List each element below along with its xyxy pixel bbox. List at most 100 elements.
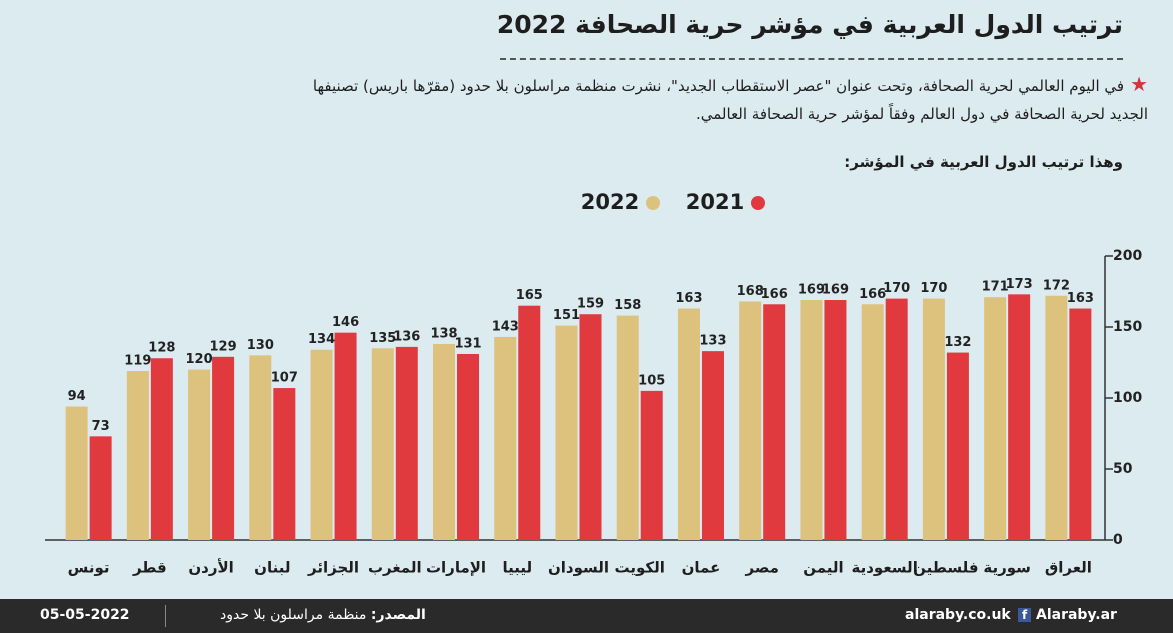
value-label: 146	[332, 315, 359, 330]
value-label: 169	[798, 283, 825, 298]
bar	[739, 301, 762, 540]
site: alaraby.co.uk	[905, 607, 1011, 623]
bar	[701, 351, 724, 540]
value-label: 136	[393, 329, 420, 344]
value-label: 151	[553, 308, 580, 323]
x-tick-label: مصر	[745, 559, 779, 577]
value-label: 138	[430, 327, 457, 342]
bar	[824, 300, 847, 540]
value-label: 173	[1006, 277, 1033, 292]
x-tick-label: الجزائر	[307, 559, 359, 577]
bar	[984, 297, 1007, 540]
bar	[861, 304, 884, 540]
bar	[1045, 295, 1068, 540]
x-tick-label: المغرب	[368, 559, 422, 577]
value-label: 119	[124, 354, 151, 369]
bar	[677, 308, 700, 540]
legend-label: 2021	[686, 190, 744, 214]
bar	[1008, 294, 1031, 540]
x-tick-label: السعودية	[852, 559, 918, 577]
bar	[800, 300, 823, 540]
value-label: 143	[492, 319, 519, 334]
x-tick-label: اليمن	[803, 559, 843, 577]
x-tick-label: السودان	[548, 559, 609, 577]
bar	[371, 348, 394, 540]
value-label: 128	[148, 341, 175, 356]
x-tick-label: تونس	[68, 559, 110, 577]
value-label: 171	[982, 280, 1009, 295]
x-tick-label: ليبيا	[502, 559, 532, 577]
value-label: 131	[454, 336, 481, 351]
value-label: 94	[68, 389, 86, 404]
x-tick-label: عمان	[682, 559, 721, 577]
value-label: 169	[822, 283, 849, 298]
y-tick-label: 100	[1113, 390, 1142, 406]
bar	[310, 349, 333, 540]
value-label: 73	[92, 419, 110, 434]
value-label: 166	[761, 287, 788, 302]
bar	[763, 304, 786, 540]
x-tick-label: سورية	[983, 559, 1031, 577]
value-label: 163	[1067, 291, 1094, 306]
y-tick-label: 50	[1113, 461, 1133, 477]
x-tick-label: فلسطين	[913, 559, 978, 577]
intro: وهذا ترتيب الدول العربية في المؤشر:	[844, 153, 1123, 171]
bar	[65, 406, 88, 540]
value-label: 159	[577, 297, 604, 312]
value-label: 170	[883, 281, 910, 296]
source-text: منظمة مراسلون بلا حدود	[220, 607, 367, 623]
social: Alaraby.ar	[1036, 607, 1117, 623]
x-tick-label: الإمارات	[426, 559, 486, 577]
bar	[126, 371, 149, 540]
bar	[273, 388, 296, 540]
description-text: في اليوم العالمي لحرية الصحافة، وتحت عنو…	[312, 77, 1148, 123]
bar	[188, 369, 211, 540]
legend-label: 2022	[581, 190, 639, 214]
value-label: 172	[1043, 278, 1070, 293]
x-tick-label: العراق	[1045, 559, 1092, 577]
value-label: 133	[699, 334, 726, 349]
value-label: 163	[675, 291, 702, 306]
divider	[500, 58, 1123, 60]
star-icon: ★	[1130, 72, 1148, 96]
bar	[249, 355, 272, 540]
bar	[946, 352, 969, 540]
description: ★في اليوم العالمي لحرية الصحافة، وتحت عن…	[278, 70, 1148, 128]
facebook-icon: f	[1018, 608, 1032, 622]
legend-dot	[646, 196, 660, 210]
bar	[885, 298, 908, 540]
bar	[212, 356, 235, 540]
bar	[922, 298, 945, 540]
y-tick-label: 200	[1113, 248, 1142, 264]
value-label: 158	[614, 298, 641, 313]
title: ترتيب الدول العربية في مؤشر حرية الصحافة…	[496, 10, 1123, 39]
value-label: 120	[186, 352, 213, 367]
bar	[579, 314, 602, 540]
value-label: 129	[210, 339, 237, 354]
y-tick-label: 0	[1113, 532, 1123, 548]
x-tick-label: الأردن	[188, 559, 233, 577]
source: المصدر: منظمة مراسلون بلا حدود	[220, 607, 426, 623]
bar	[150, 358, 173, 540]
bar	[616, 315, 639, 540]
value-label: 105	[638, 373, 665, 388]
value-label: 130	[247, 338, 274, 353]
value-label: 134	[308, 332, 335, 347]
source-label: المصدر:	[370, 607, 426, 623]
bar	[334, 332, 357, 540]
bar	[89, 436, 112, 540]
date: 05-05-2022	[40, 607, 130, 623]
legend-dot	[751, 196, 765, 210]
footer: 05-05-2022 المصدر: منظمة مراسلون بلا حدو…	[0, 599, 1173, 633]
separator	[165, 605, 166, 627]
bar	[555, 325, 578, 540]
bar	[433, 344, 456, 540]
value-label: 168	[737, 284, 764, 299]
bar	[494, 336, 517, 540]
bar	[395, 346, 418, 540]
value-label: 165	[516, 288, 543, 303]
value-label: 135	[369, 331, 396, 346]
bar	[518, 305, 541, 540]
